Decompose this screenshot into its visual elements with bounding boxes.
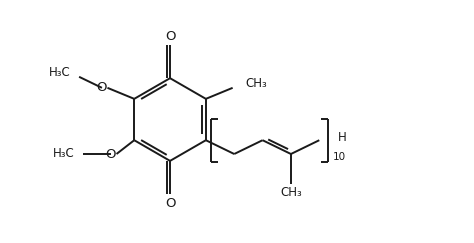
Text: H: H (338, 130, 346, 144)
Text: CH₃: CH₃ (280, 186, 302, 199)
Text: O: O (165, 197, 175, 209)
Text: 10: 10 (333, 152, 346, 162)
Text: O: O (105, 148, 116, 161)
Text: H₃C: H₃C (53, 148, 74, 160)
Text: O: O (96, 80, 107, 94)
Text: H₃C: H₃C (49, 66, 71, 79)
Text: O: O (165, 30, 175, 43)
Text: CH₃: CH₃ (245, 77, 267, 90)
